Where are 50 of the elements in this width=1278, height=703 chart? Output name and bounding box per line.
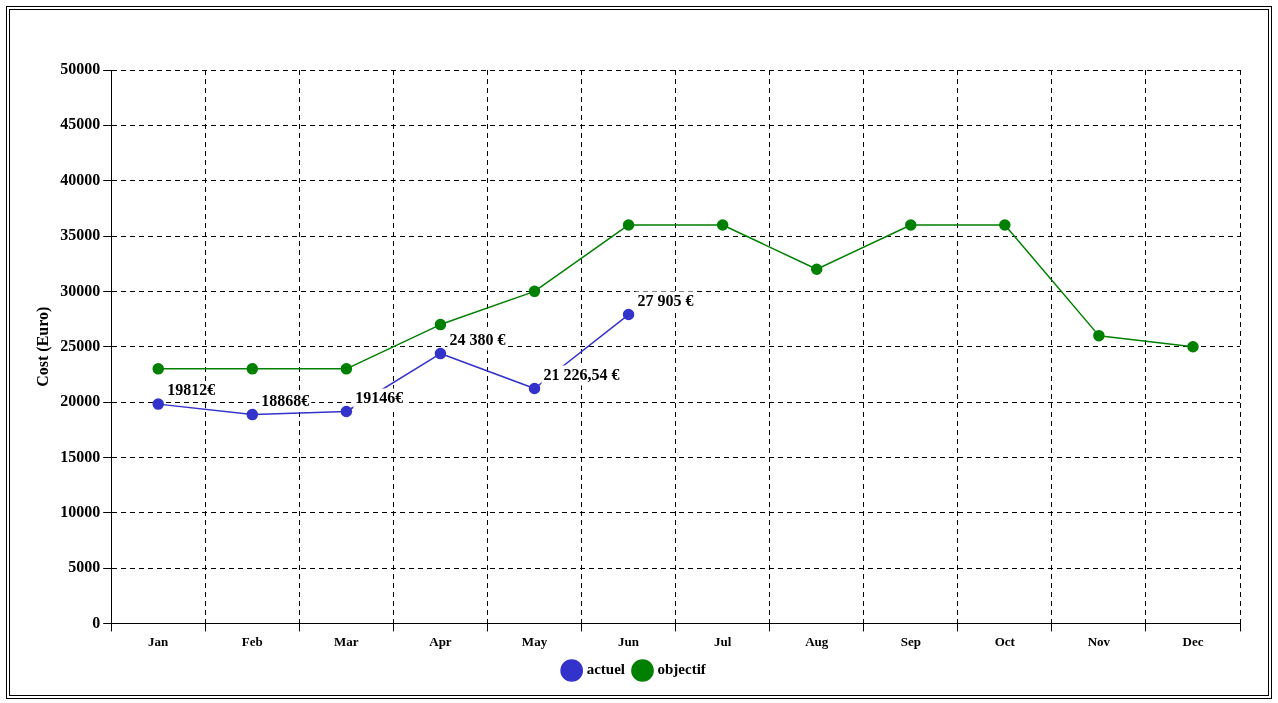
point <box>1187 340 1199 353</box>
y-tick-label: 30000 <box>60 281 101 299</box>
x-tick-label: Sep <box>900 633 921 649</box>
point <box>528 382 541 395</box>
x-tick-label: Jul <box>713 633 732 649</box>
x-tick-label: Jun <box>618 633 640 649</box>
legend-label: objectif <box>657 661 707 678</box>
y-tick-label: 15000 <box>60 447 101 465</box>
y-tick-label: 45000 <box>60 115 101 133</box>
data-label: 19146€ <box>355 388 404 406</box>
x-tick-label: May <box>521 633 548 649</box>
point <box>999 219 1011 231</box>
y-axis-title: Cost (Euro) <box>33 306 52 387</box>
y-tick-label: 50000 <box>60 60 101 78</box>
x-tick-label: Jan <box>148 633 170 649</box>
x-tick-label: Feb <box>241 633 263 649</box>
y-tick-label: 20000 <box>60 392 101 410</box>
point <box>152 398 164 410</box>
data-label: 24 380 € <box>449 330 506 348</box>
x-tick-label: Oct <box>994 633 1016 649</box>
data-label: 18868€ <box>261 391 310 409</box>
point <box>810 263 823 275</box>
x-tick-label: Nov <box>1087 633 1111 649</box>
y-tick-label: 40000 <box>60 170 101 188</box>
point <box>152 363 164 375</box>
y-tick-label: 35000 <box>60 226 101 244</box>
x-tick-label: Aug <box>805 633 829 649</box>
x-tick-label: Apr <box>429 633 452 649</box>
point <box>622 219 635 231</box>
point <box>716 219 729 231</box>
x-tick-label: Dec <box>1182 633 1204 649</box>
point <box>434 347 447 360</box>
data-label: 21 226,54 € <box>543 365 620 383</box>
y-tick-label: 25000 <box>60 336 101 354</box>
x-tick-label: Mar <box>334 633 359 649</box>
y-tick-label: 10000 <box>60 502 101 520</box>
point <box>246 408 259 421</box>
y-tick-label: 5000 <box>68 558 101 576</box>
point <box>622 308 635 321</box>
point <box>340 363 353 375</box>
data-label: 27 905 € <box>637 291 694 309</box>
point <box>528 285 541 298</box>
point <box>246 363 259 375</box>
y-tick-label: 0 <box>92 613 101 631</box>
point <box>1093 329 1105 342</box>
point <box>434 318 447 331</box>
point <box>905 219 917 231</box>
legend-label: actuel <box>586 661 626 678</box>
point <box>340 405 353 418</box>
data-label: 19812€ <box>167 381 216 399</box>
